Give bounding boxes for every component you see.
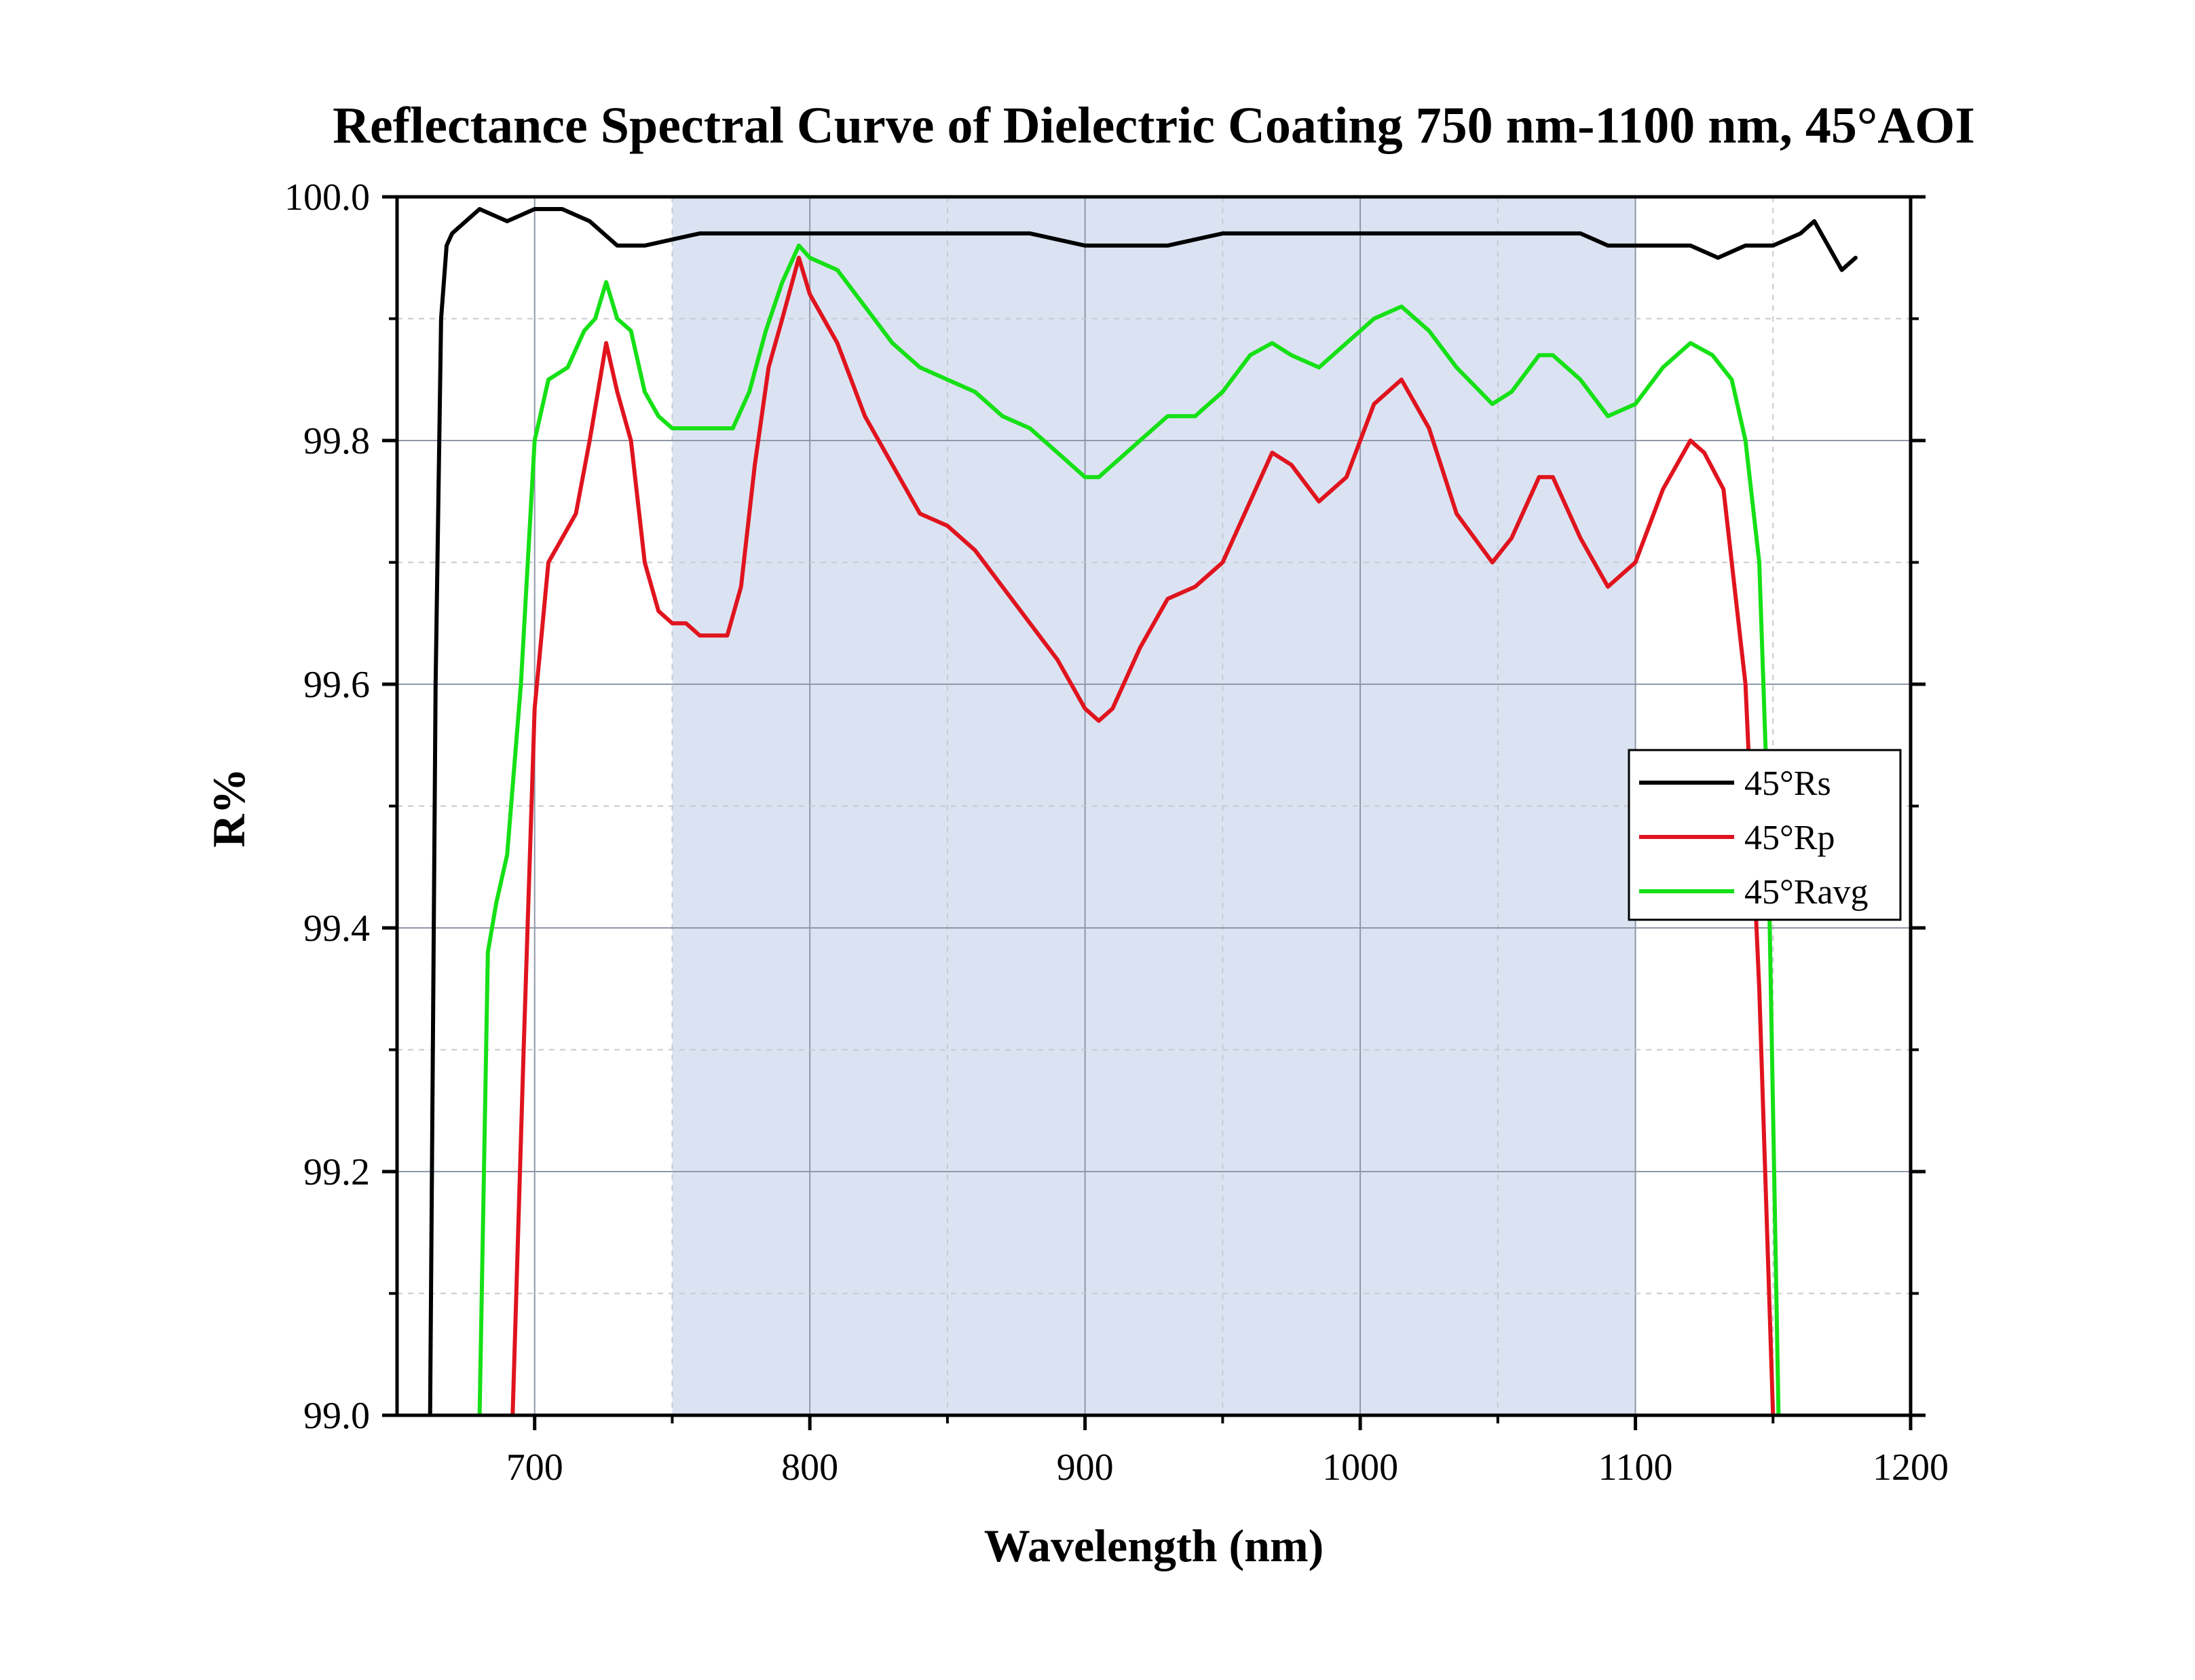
legend: 45°Rs 45°Rp 45°Ravg bbox=[1628, 749, 1902, 921]
y-tick-labels: 99.0 99.2 99.4 99.6 99.8 100.0 bbox=[284, 176, 370, 1437]
x-tick-label: 700 bbox=[506, 1446, 563, 1489]
x-tick-label: 800 bbox=[781, 1446, 838, 1489]
shaded-band bbox=[672, 197, 1636, 1415]
series-line-3 bbox=[477, 243, 1781, 1415]
x-tick-label: 900 bbox=[1057, 1446, 1114, 1489]
series-layer bbox=[428, 207, 1858, 1415]
legend-label: 45°Rp bbox=[1744, 819, 1835, 857]
x-tick-label: 1000 bbox=[1322, 1446, 1398, 1489]
shaded-band-layer bbox=[672, 197, 1636, 1415]
y-tick-label: 100.0 bbox=[284, 176, 370, 219]
chart-title: Reflectance Spectral Curve of Dielectric… bbox=[333, 97, 1975, 154]
x-tick-label: 1200 bbox=[1873, 1446, 1949, 1489]
legend-label: 45°Rs bbox=[1744, 764, 1831, 803]
axes-layer bbox=[382, 195, 1926, 1430]
legend-label: 45°Ravg bbox=[1744, 873, 1869, 912]
y-tick-label: 99.2 bbox=[303, 1151, 370, 1193]
x-tick-labels: 700 800 900 1000 1100 1200 bbox=[506, 1446, 1949, 1489]
x-tick-label: 1100 bbox=[1598, 1446, 1673, 1489]
y-axis-label: R% bbox=[203, 768, 255, 847]
y-tick-label: 99.6 bbox=[303, 664, 370, 706]
x-axis-label: Wavelength (nm) bbox=[984, 1520, 1324, 1571]
series-line-2 bbox=[510, 255, 1776, 1415]
y-tick-label: 99.8 bbox=[303, 420, 370, 462]
y-tick-label: 99.4 bbox=[303, 908, 370, 950]
y-tick-label: 99.0 bbox=[303, 1395, 370, 1437]
series-line-1 bbox=[428, 207, 1858, 1415]
